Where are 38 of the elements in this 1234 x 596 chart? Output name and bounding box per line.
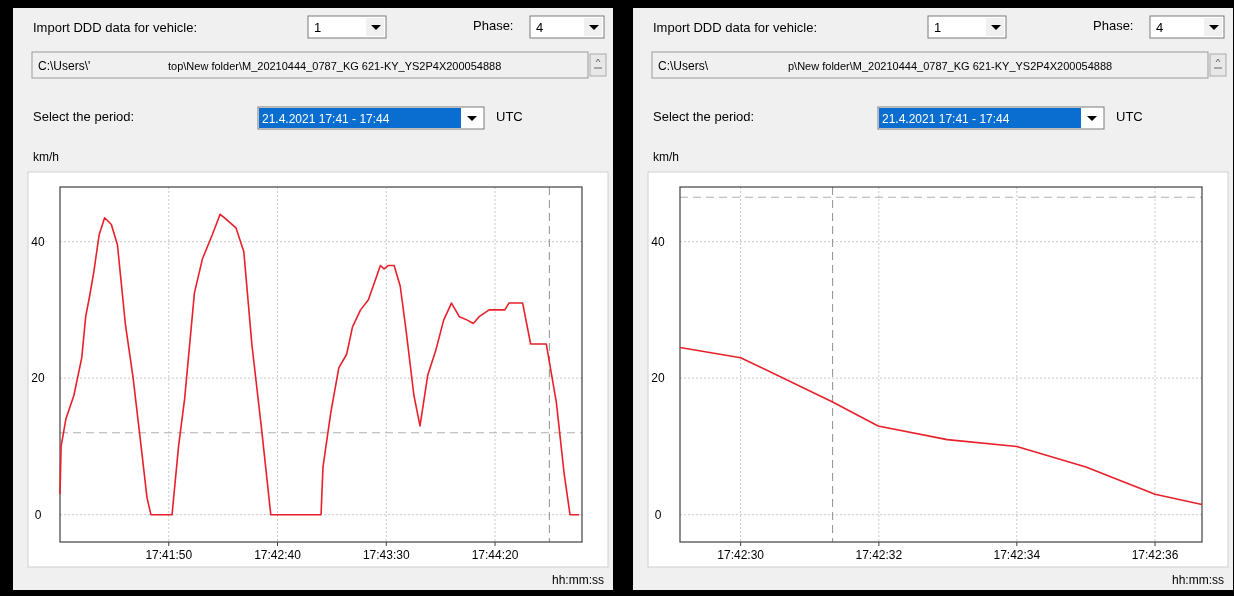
text: 4 <box>536 20 544 35</box>
x-tick-label: 17:41:50 <box>145 548 193 562</box>
text: Phase: <box>1093 18 1134 33</box>
y-tick-label: 0 <box>34 507 42 522</box>
x-tick-label: 17:42:34 <box>993 548 1041 562</box>
text: Select the period: <box>653 109 755 124</box>
line-series <box>679 346 1203 506</box>
y-tick-label: 40 <box>651 234 665 249</box>
y-axis-title: km/h <box>33 150 60 164</box>
text: 1 <box>314 20 322 35</box>
x-tick-label: 17:42:32 <box>855 548 903 562</box>
text: UTC <box>1116 109 1143 124</box>
text: Import DDD data for vehicle: <box>653 20 818 35</box>
x-tick-label: 17:44:20 <box>471 548 519 562</box>
text: top\New folder\M_20210444_0787_KG 621-KY_YS2P4X200054888 <box>168 60 502 72</box>
x-axis-title: hh:mm:ss <box>551 573 604 587</box>
text: 1 <box>934 20 942 35</box>
text: C:\Users\' <box>38 59 91 73</box>
x-tick-label: 17:42:40 <box>254 548 302 562</box>
x-tick-label: 17:43:30 <box>362 548 410 562</box>
x-axis-title: hh:mm:ss <box>1171 573 1224 587</box>
y-tick-label: 20 <box>651 371 665 386</box>
text: UTC <box>496 109 523 124</box>
text: Select the period: <box>33 109 135 124</box>
text: Import DDD data for vehicle: <box>33 20 198 35</box>
x-tick-label: 17:42:36 <box>1131 548 1179 562</box>
text: 21.4.2021 17:41 - 17:44 <box>882 112 1010 126</box>
y-tick-label: 40 <box>31 234 45 249</box>
line-series <box>59 213 580 516</box>
y-tick-label: 20 <box>31 371 45 386</box>
text: p\New folder\M_20210444_0787_KG 621-KY_YS2P4X200054888 <box>788 60 1113 72</box>
text: 4 <box>1156 20 1164 35</box>
text: Phase: <box>473 18 514 33</box>
text: 21.4.2021 17:41 - 17:44 <box>262 112 390 126</box>
x-tick-label: 17:42:30 <box>717 548 765 562</box>
text: C:\Users\ <box>658 59 709 73</box>
y-axis-title: km/h <box>653 150 680 164</box>
y-tick-label: 0 <box>654 507 662 522</box>
